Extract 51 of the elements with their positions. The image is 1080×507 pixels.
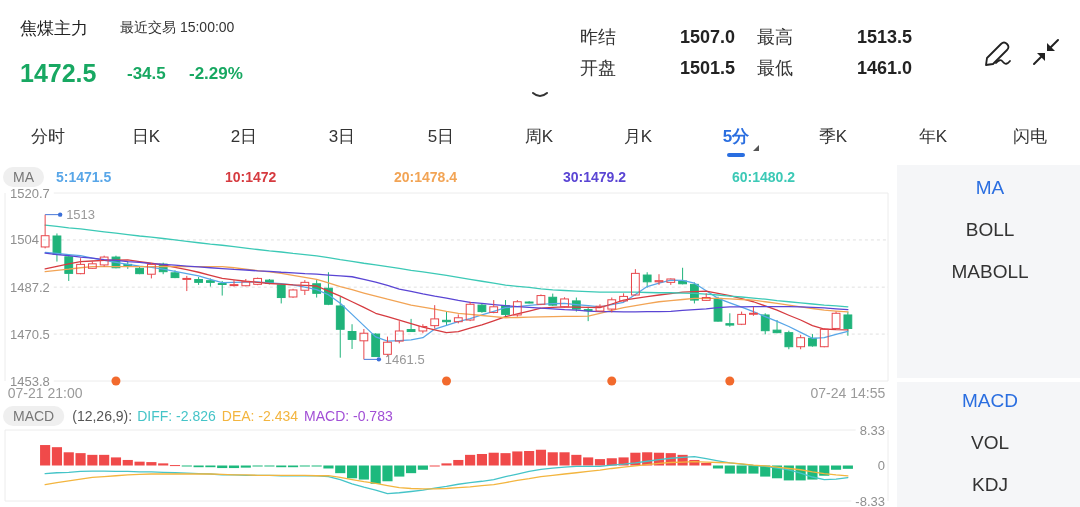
text: MACD: -0.783 — [304, 408, 393, 424]
text: 60:1480.2 — [732, 169, 796, 185]
text: 20:1478.4 — [394, 169, 458, 185]
text: 1461.0 — [857, 58, 913, 78]
text: 分时 — [31, 127, 65, 146]
y-tick-label: 0 — [877, 458, 885, 473]
text: DIFF: -2.826 — [137, 408, 216, 424]
text: 昨结 — [580, 27, 616, 47]
text: -2.29% — [189, 64, 243, 83]
text: 焦煤主力 — [20, 19, 88, 38]
y-tick-label: -8.33 — [855, 493, 885, 507]
text: 1513.5 — [857, 27, 913, 47]
text: 5分 — [722, 127, 751, 146]
y-tick-label: 1520.7 — [10, 185, 50, 201]
chart-subtitle: (12,26,9): — [72, 408, 133, 424]
text: MABOLL — [951, 261, 1029, 282]
y-tick-label: 1487.2 — [10, 279, 50, 295]
text: 季K — [818, 127, 848, 146]
text: 5日 — [427, 127, 455, 146]
text: 最近交易 15:00:00 — [120, 19, 235, 35]
y-tick-label: 8.33 — [859, 422, 885, 438]
text: VOL — [970, 432, 1010, 453]
text: 最低 — [757, 58, 793, 78]
text: KDJ — [972, 474, 1008, 495]
text: MA — [975, 177, 1005, 198]
y-tick-label: 1470.5 — [10, 326, 50, 342]
text: MACD — [962, 390, 1018, 411]
text: 10:1472 — [225, 169, 277, 185]
text: 周K — [524, 127, 554, 146]
text: 最高 — [757, 27, 793, 47]
text: BOLL — [965, 219, 1015, 240]
text: 月K — [623, 127, 653, 146]
text: DEA: -2.434 — [221, 408, 299, 424]
text: 5:1471.5 — [56, 169, 112, 185]
x-tick-label: 07-24 14:55 — [810, 385, 886, 401]
annotation: 1513 — [66, 207, 96, 223]
legend-title: MA — [13, 169, 35, 185]
text: 1501.5 — [680, 58, 736, 78]
annotation: 1461.5 — [384, 351, 425, 367]
text: 2日 — [230, 127, 258, 146]
legend-title: MACD — [13, 408, 55, 424]
text: 3日 — [328, 127, 356, 146]
text: 30:1479.2 — [563, 169, 627, 185]
text: 年K — [918, 127, 948, 146]
text: 1507.0 — [680, 27, 736, 47]
text: 闪电 — [1013, 127, 1047, 146]
text: 1472.5 — [20, 59, 97, 87]
text: 开盘 — [580, 58, 616, 78]
text: 日K — [131, 127, 161, 146]
text: -34.5 — [127, 64, 166, 83]
y-tick-label: 1504 — [10, 232, 39, 248]
